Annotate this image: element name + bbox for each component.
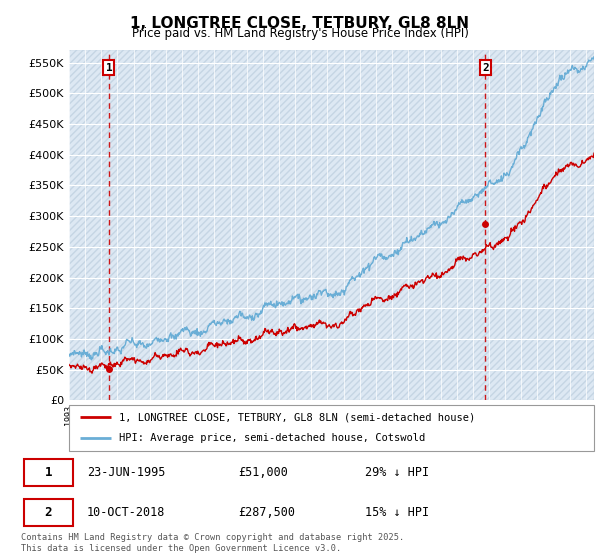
Text: Contains HM Land Registry data © Crown copyright and database right 2025.
This d: Contains HM Land Registry data © Crown c… bbox=[21, 533, 404, 553]
Text: 1, LONGTREE CLOSE, TETBURY, GL8 8LN (semi-detached house): 1, LONGTREE CLOSE, TETBURY, GL8 8LN (sem… bbox=[119, 412, 475, 422]
Text: 2: 2 bbox=[44, 506, 52, 519]
Text: 23-JUN-1995: 23-JUN-1995 bbox=[87, 466, 165, 479]
Text: 15% ↓ HPI: 15% ↓ HPI bbox=[365, 506, 429, 519]
Text: £51,000: £51,000 bbox=[239, 466, 289, 479]
Text: Price paid vs. HM Land Registry's House Price Index (HPI): Price paid vs. HM Land Registry's House … bbox=[131, 27, 469, 40]
FancyBboxPatch shape bbox=[69, 405, 594, 451]
Text: 2: 2 bbox=[482, 63, 488, 73]
Text: HPI: Average price, semi-detached house, Cotswold: HPI: Average price, semi-detached house,… bbox=[119, 433, 425, 444]
Text: £287,500: £287,500 bbox=[239, 506, 296, 519]
Text: 29% ↓ HPI: 29% ↓ HPI bbox=[365, 466, 429, 479]
FancyBboxPatch shape bbox=[24, 499, 73, 525]
Text: 1, LONGTREE CLOSE, TETBURY, GL8 8LN: 1, LONGTREE CLOSE, TETBURY, GL8 8LN bbox=[131, 16, 470, 31]
FancyBboxPatch shape bbox=[24, 459, 73, 486]
Text: 1: 1 bbox=[44, 466, 52, 479]
Text: 1: 1 bbox=[106, 63, 112, 73]
Text: 10-OCT-2018: 10-OCT-2018 bbox=[87, 506, 165, 519]
